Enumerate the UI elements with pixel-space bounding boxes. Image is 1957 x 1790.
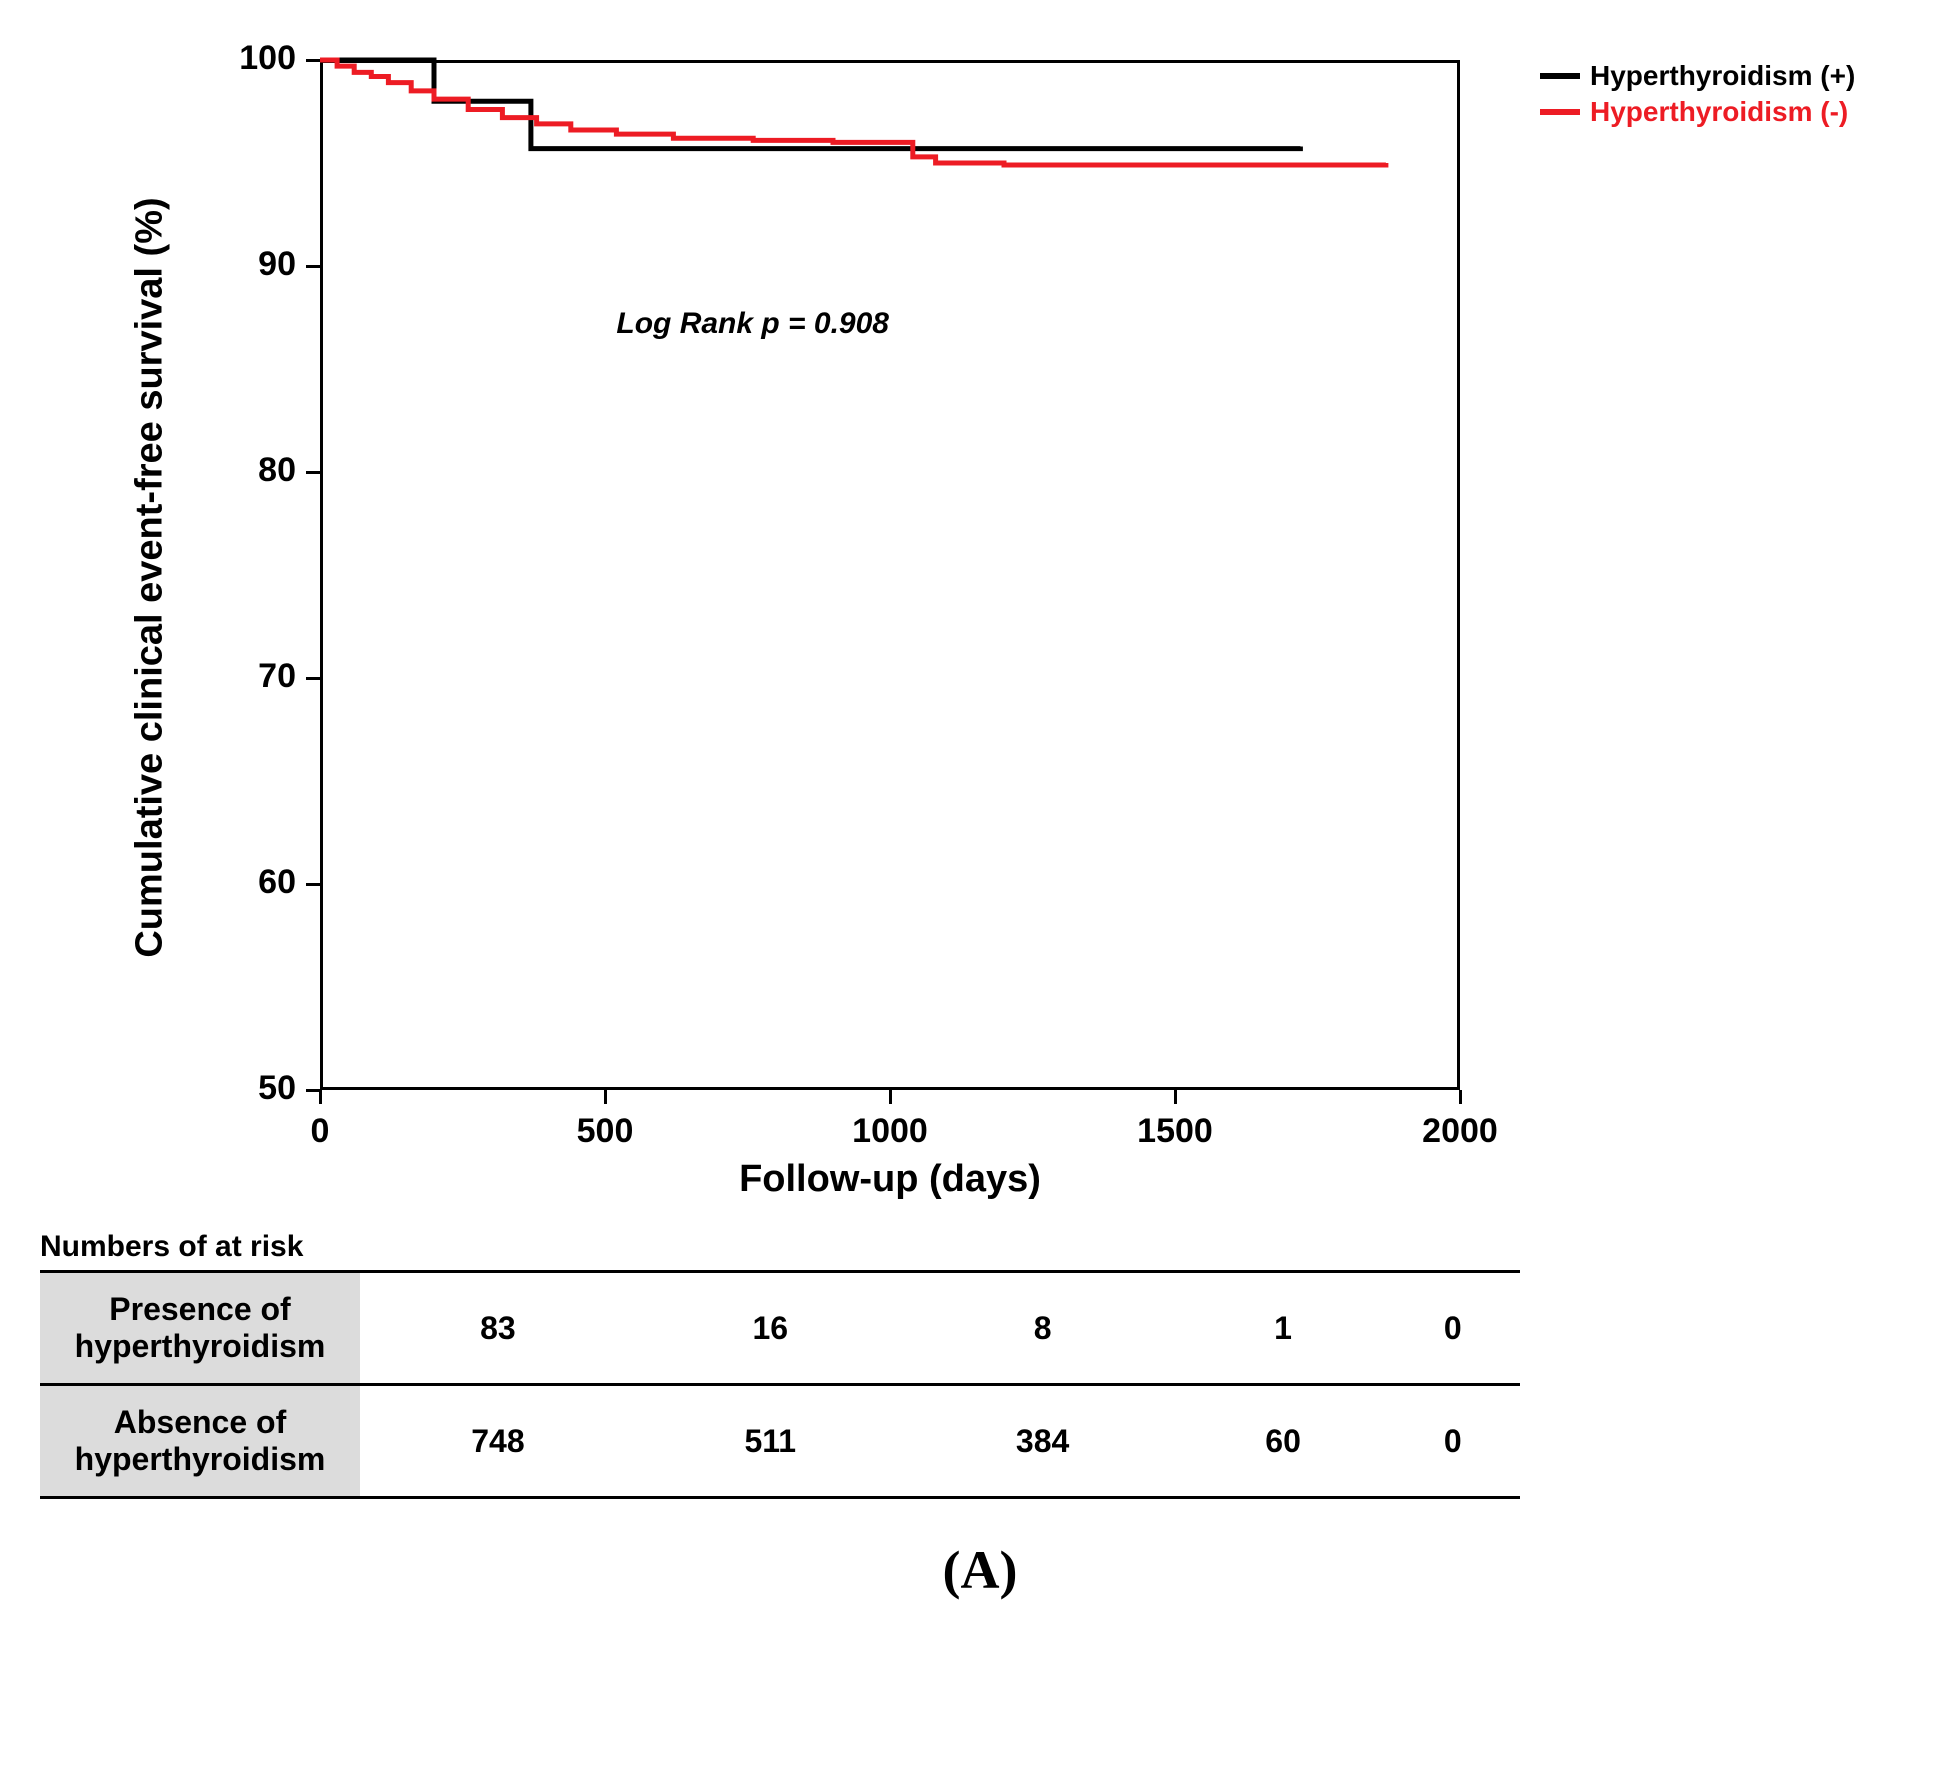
risk-table-row: Absence ofhyperthyroidism748511384600 bbox=[40, 1385, 1520, 1498]
risk-cell: 83 bbox=[360, 1272, 636, 1385]
risk-cell: 1 bbox=[1181, 1272, 1386, 1385]
risk-row-header: Absence ofhyperthyroidism bbox=[40, 1385, 360, 1498]
risk-cell: 8 bbox=[905, 1272, 1181, 1385]
legend-item: Hyperthyroidism (+) bbox=[1540, 60, 1855, 92]
risk-cell: 0 bbox=[1386, 1272, 1520, 1385]
risk-table: Presence ofhyperthyroidism8316810Absence… bbox=[40, 1270, 1520, 1499]
chart-row: 50607080901000500100015002000Cumulative … bbox=[40, 40, 1920, 1220]
risk-cell: 60 bbox=[1181, 1385, 1386, 1498]
legend-swatch bbox=[1540, 109, 1580, 115]
risk-row-header: Presence ofhyperthyroidism bbox=[40, 1272, 360, 1385]
legend-item: Hyperthyroidism (-) bbox=[1540, 96, 1855, 128]
risk-cell: 511 bbox=[636, 1385, 905, 1498]
risk-cell: 384 bbox=[905, 1385, 1181, 1498]
figure-container: 50607080901000500100015002000Cumulative … bbox=[40, 40, 1920, 1601]
risk-cell: 0 bbox=[1386, 1385, 1520, 1498]
risk-table-row: Presence ofhyperthyroidism8316810 bbox=[40, 1272, 1520, 1385]
risk-cell: 748 bbox=[360, 1385, 636, 1498]
legend-label: Hyperthyroidism (+) bbox=[1590, 60, 1855, 92]
legend: Hyperthyroidism (+) Hyperthyroidism (-) bbox=[1540, 60, 1855, 132]
legend-label: Hyperthyroidism (-) bbox=[1590, 96, 1848, 128]
km-chart: 50607080901000500100015002000Cumulative … bbox=[40, 40, 1520, 1220]
survival-lines bbox=[40, 40, 1520, 1220]
risk-table-title: Numbers of at risk bbox=[40, 1230, 1920, 1264]
panel-label: (A) bbox=[40, 1539, 1920, 1601]
risk-cell: 16 bbox=[636, 1272, 905, 1385]
legend-swatch bbox=[1540, 73, 1580, 79]
